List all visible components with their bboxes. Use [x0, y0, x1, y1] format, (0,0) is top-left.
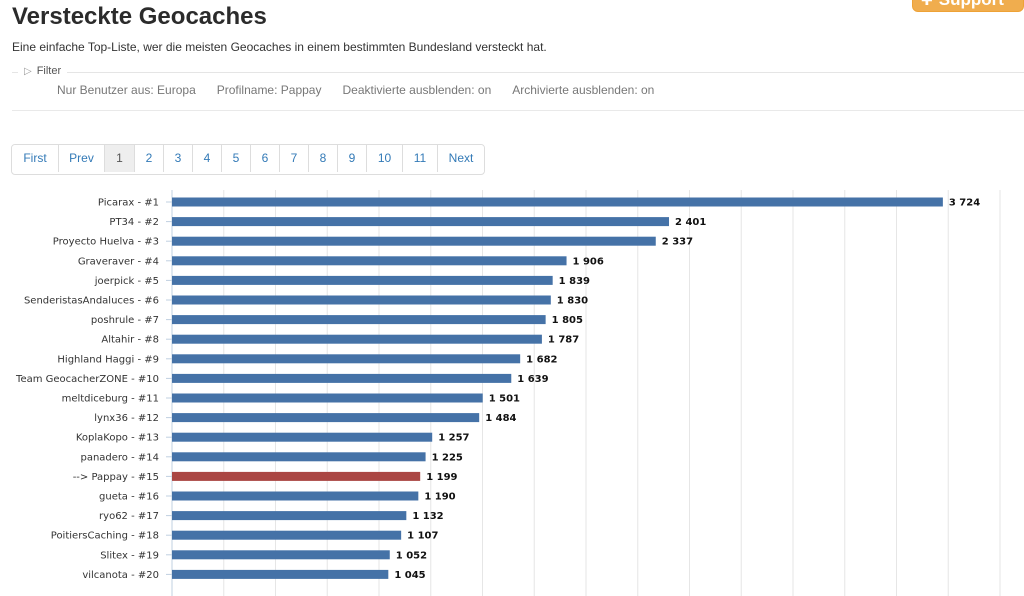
page-6[interactable]: 6 — [250, 145, 279, 172]
value-label: 1 132 — [412, 511, 443, 522]
value-label: 2 401 — [675, 217, 706, 228]
page-7[interactable]: 7 — [279, 145, 308, 172]
category-label: Team GeocacherZONE - #10 — [15, 374, 159, 385]
value-label: 1 906 — [573, 256, 604, 267]
category-label: Highland Haggi - #9 — [57, 354, 159, 365]
value-label: 1 052 — [396, 550, 427, 561]
filter-value-profile: Profilname: Pappay — [216, 83, 322, 97]
bar — [172, 256, 567, 266]
value-label: 1 787 — [548, 335, 579, 346]
category-label: joerpick - #5 — [94, 276, 159, 287]
bar — [172, 334, 542, 344]
expand-triangle-icon: ▷ — [24, 65, 32, 77]
bar — [172, 217, 670, 227]
value-label: 1 225 — [432, 452, 463, 463]
category-label: poshrule - #7 — [91, 315, 159, 326]
bar — [172, 315, 546, 325]
category-label: Slitex - #19 — [100, 550, 159, 561]
bar — [172, 452, 426, 462]
category-label: Graveraver - #4 — [78, 256, 159, 267]
bar — [172, 236, 656, 246]
highlighted-bar — [172, 471, 421, 481]
bar — [172, 197, 943, 207]
bar — [172, 432, 433, 442]
value-label: 1 484 — [485, 413, 516, 424]
support-button[interactable]: ✚ Support — [912, 0, 1024, 12]
bar — [172, 393, 483, 403]
bar — [172, 511, 407, 521]
page-11[interactable]: 11 — [402, 145, 437, 172]
category-label: PT34 - #2 — [109, 217, 159, 228]
bar — [172, 275, 553, 285]
value-label: 1 199 — [426, 472, 457, 483]
category-label: ryo62 - #17 — [99, 511, 159, 522]
category-label: PoitiersCaching - #18 — [51, 531, 159, 542]
value-label: 1 639 — [517, 374, 548, 385]
bar — [172, 295, 551, 305]
support-icon: ✚ — [921, 0, 933, 8]
value-label: 1 501 — [489, 394, 520, 405]
support-label: Support — [939, 0, 1004, 10]
value-label: 1 257 — [438, 433, 469, 444]
value-label: 1 045 — [394, 570, 425, 581]
filter-label: Filter — [36, 65, 62, 77]
filter-divider — [12, 72, 1024, 73]
value-label: 1 107 — [407, 531, 438, 542]
category-label: gueta - #16 — [99, 492, 159, 503]
category-label: meltdiceburg - #11 — [62, 394, 159, 405]
filter-value-deactivated: Deaktivierte ausblenden: on — [342, 83, 492, 97]
page-1[interactable]: 1 — [104, 145, 134, 172]
page-title: Versteckte Geocaches — [12, 3, 267, 30]
value-label: 1 805 — [552, 315, 583, 326]
category-label: lynx36 - #12 — [94, 413, 159, 424]
pagination: First Prev 1 2 3 4 5 6 7 8 9 10 11 Next — [11, 144, 485, 175]
page-4[interactable]: 4 — [192, 145, 221, 172]
value-label: 1 830 — [557, 296, 588, 307]
bar — [172, 569, 389, 579]
bar — [172, 373, 512, 383]
page-3[interactable]: 3 — [163, 145, 192, 172]
page-10[interactable]: 10 — [366, 145, 402, 172]
category-label: KoplaKopo - #13 — [76, 433, 159, 444]
filter-value-archived: Archivierte ausblenden: on — [512, 83, 655, 97]
page-first[interactable]: First — [12, 145, 58, 172]
bar — [172, 491, 419, 501]
value-label: 1 190 — [424, 492, 455, 503]
section-divider — [12, 110, 1024, 111]
page-2[interactable]: 2 — [134, 145, 163, 172]
ranking-bar-chart: Picarax - #1 3 724 PT34 - #2 2 401 Proyecto … — [15, 190, 1001, 596]
page-9[interactable]: 9 — [337, 145, 366, 172]
filter-toggle[interactable]: ▷ Filter — [18, 65, 68, 77]
page-8[interactable]: 8 — [308, 145, 337, 172]
filter-value-country: Nur Benutzer aus: Europa — [57, 83, 196, 97]
category-label: Picarax - #1 — [98, 198, 159, 209]
value-label: 3 724 — [949, 198, 980, 209]
page-next[interactable]: Next — [437, 145, 484, 172]
bar — [172, 413, 480, 423]
category-label: SenderistasAndaluces - #6 — [24, 296, 159, 307]
value-label: 1 839 — [559, 276, 590, 287]
page-subtitle: Eine einfache Top-Liste, wer die meisten… — [12, 40, 547, 54]
page-prev[interactable]: Prev — [58, 145, 104, 172]
category-label: vilcanota - #20 — [82, 570, 159, 581]
value-label: 2 337 — [662, 237, 693, 248]
bar — [172, 550, 390, 560]
category-label: --> Pappay - #15 — [73, 472, 159, 483]
bar — [172, 354, 521, 364]
category-label: Proyecto Huelva - #3 — [53, 237, 159, 248]
category-label: panadero - #14 — [80, 452, 159, 463]
bar — [172, 530, 402, 540]
category-label: Altahir - #8 — [101, 335, 159, 346]
filter-summary: Nur Benutzer aus: Europa Profilname: Pap… — [57, 83, 654, 97]
value-label: 1 682 — [526, 354, 557, 365]
page-5[interactable]: 5 — [221, 145, 250, 172]
